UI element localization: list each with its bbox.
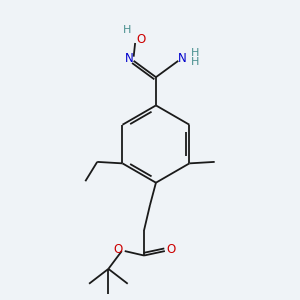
Text: H: H bbox=[190, 48, 199, 59]
Text: O: O bbox=[167, 243, 176, 256]
Text: O: O bbox=[114, 243, 123, 256]
Text: H: H bbox=[123, 25, 131, 34]
Text: N: N bbox=[178, 52, 187, 65]
Text: N: N bbox=[125, 52, 134, 65]
Text: O: O bbox=[136, 33, 146, 46]
Text: H: H bbox=[190, 57, 199, 67]
